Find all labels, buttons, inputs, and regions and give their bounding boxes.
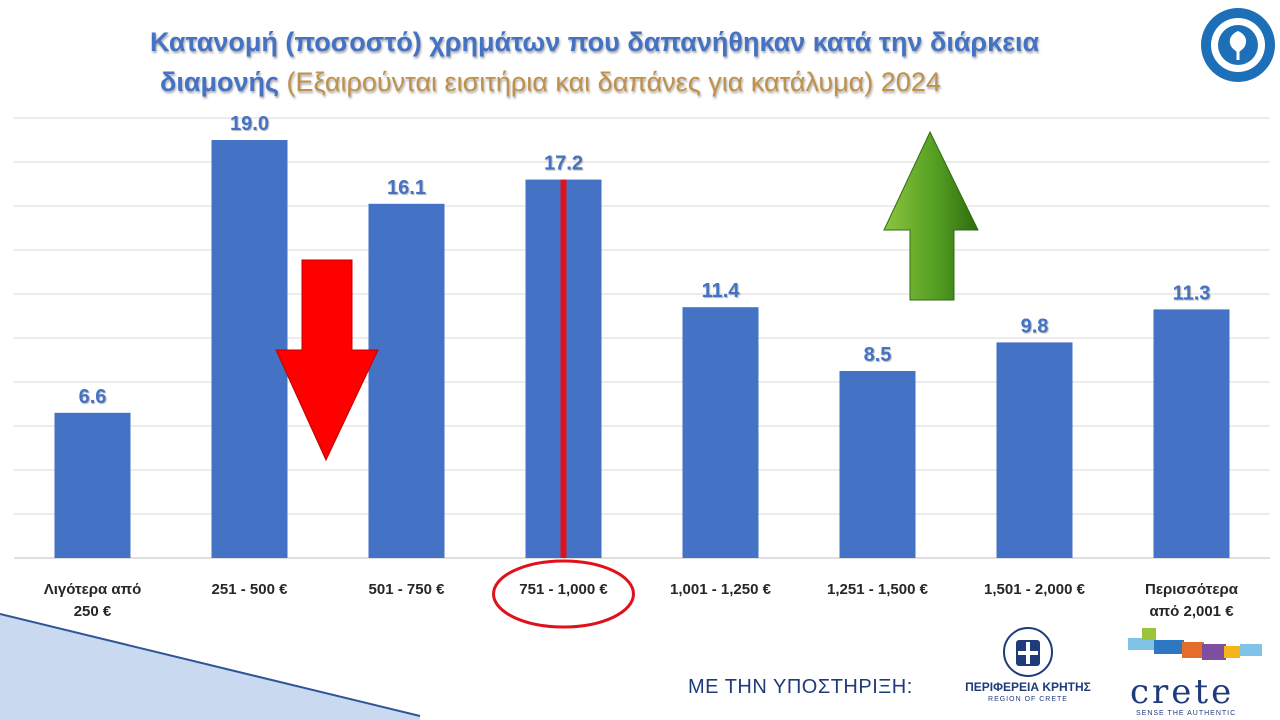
highlight-ellipse (492, 559, 635, 629)
bar (839, 371, 916, 558)
title-line-2-paren: (Εξαιρούνται εισιτήρια και δαπάνες για κ… (286, 67, 941, 97)
bar (368, 203, 445, 559)
corner-decoration (0, 613, 421, 720)
value-label: 11.4 (702, 280, 741, 302)
value-label: 17.2 (544, 153, 583, 175)
category-label-line: 1,251 - 1,500 € (827, 581, 929, 598)
category-label: Περισσότερα από 2,001 € (1145, 581, 1239, 620)
bar (1153, 309, 1230, 558)
bar (682, 307, 759, 558)
category-label: 1,501 - 2,000 € (984, 581, 1086, 598)
greek-emblem-icon (1003, 627, 1053, 677)
region-of-crete-logo: ΠΕΡΙΦΕΡΕΙΑ ΚΡΗΤΗΣ REGION OF CRETE (958, 624, 1098, 716)
bar (211, 140, 288, 558)
category-label: 501 - 750 € (369, 581, 446, 598)
category-label-line: 501 - 750 € (369, 581, 446, 598)
crete-brand-logo: crete SENSE THE AUTHENTIC (1122, 624, 1272, 720)
value-label: 6.6 (79, 386, 107, 408)
support-text: ΜΕ ΤΗΝ ΥΠΟΣΤΗΡΙΞΗ: (688, 676, 913, 698)
title-line-1: Κατανομή (ποσοστό) χρημάτων που δαπανήθη… (150, 27, 1040, 57)
value-label: 11.3 (1173, 282, 1211, 304)
category-label-line: Λιγότερα από (44, 581, 142, 598)
category-label: 1,251 - 1,500 € (827, 581, 929, 598)
region-name: ΠΕΡΙΦΕΡΕΙΑ ΚΡΗΤΗΣ (965, 680, 1091, 694)
title-line-2-main: διαμονής (160, 67, 287, 97)
down-arrow-icon (275, 259, 379, 462)
highlight-line (560, 179, 567, 558)
category-label: 251 - 500 € (212, 581, 289, 598)
category-label: Λιγότερα από 250 € (44, 581, 142, 620)
category-label-line: από 2,001 € (1149, 603, 1234, 620)
bar (996, 342, 1073, 558)
crete-wordmark: crete (1130, 672, 1235, 712)
category-label-line: 751 - 1,000 € (519, 581, 608, 598)
up-arrow-icon (883, 130, 979, 301)
title-line-2: διαμονής (Εξαιρούνται εισιτήρια και δαπά… (150, 62, 1200, 102)
bar (54, 412, 131, 558)
value-label: 16.1 (387, 177, 426, 199)
region-subtitle: REGION OF CRETE (988, 696, 1068, 703)
crete-tagline: SENSE THE AUTHENTIC (1136, 710, 1237, 717)
category-label-line: 1,501 - 2,000 € (984, 581, 1086, 598)
value-label: 19.0 (230, 113, 269, 135)
category-label: 751 - 1,000 € (519, 581, 608, 598)
category-label: 1,001 - 1,250 € (670, 581, 772, 598)
crete-island-icon (1128, 628, 1262, 660)
category-label-line: Περισσότερα (1145, 581, 1239, 598)
value-label: 8.5 (864, 344, 892, 366)
value-label: 9.8 (1021, 315, 1049, 337)
emblem-logo-icon (1201, 8, 1275, 82)
category-label-line: 1,001 - 1,250 € (670, 581, 772, 598)
category-label-line: 250 € (74, 603, 112, 620)
category-label-line: 251 - 500 € (212, 581, 289, 598)
chart-title: Κατανομή (ποσοστό) χρημάτων που δαπανήθη… (150, 22, 1200, 102)
